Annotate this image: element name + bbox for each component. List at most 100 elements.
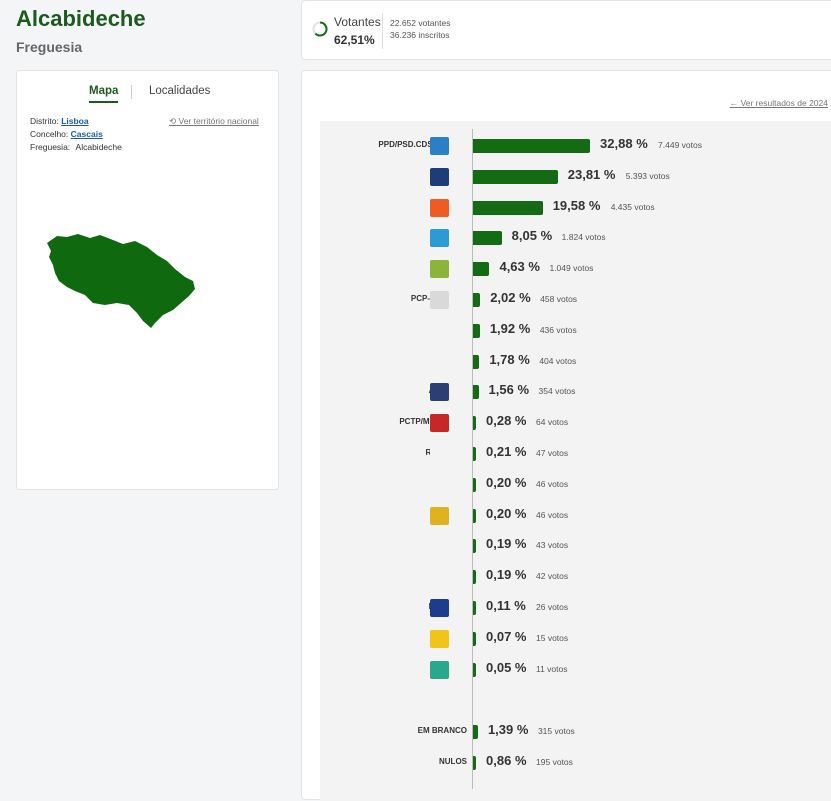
chart-axis	[472, 129, 473, 789]
parish-label: Freguesia:	[30, 142, 71, 152]
jpp-logo	[430, 660, 449, 679]
result-percentage: 0,11 %	[486, 598, 526, 613]
result-percentage: 0,05 %	[486, 659, 527, 675]
party-label: NULOS	[439, 756, 467, 766]
result-votes: 46 votos	[536, 509, 569, 520]
result-votes: 458 votos	[540, 294, 578, 304]
result-votes: 43 votos	[536, 540, 569, 551]
adn-logo	[430, 383, 449, 402]
turnout-card: Votantes 62,51% 22.652 votantes 36.236 i…	[301, 0, 831, 60]
result-bar	[473, 755, 477, 770]
nd-logo	[430, 475, 449, 494]
ps-logo	[430, 198, 449, 217]
party-label: PCP-PEV	[410, 294, 446, 303]
result-votes: 42 votos	[536, 571, 569, 582]
result-percentage: 23,81 %	[567, 166, 616, 182]
result-row: JPP0,05 %11 votos	[320, 659, 831, 681]
result-percentage: 19,58 %	[552, 197, 601, 213]
parish-map[interactable]	[45, 231, 197, 329]
result-row: ND0,20 %46 votos	[320, 474, 831, 496]
result-votes: 11 votos	[536, 663, 568, 674]
result-bar	[473, 570, 476, 585]
result-percentage: 1,56 %	[488, 382, 530, 398]
district-link[interactable]: Lisboa	[61, 116, 89, 126]
result-bar	[473, 262, 490, 277]
result-percentage: 0,19 %	[486, 536, 527, 552]
result-percentage: 32,88 %	[600, 136, 648, 151]
result-votes: 64 votos	[536, 417, 569, 428]
result-bar	[473, 293, 481, 307]
result-bar	[473, 477, 476, 492]
livre-logo	[430, 260, 449, 279]
turnout-value: 62,51%	[334, 33, 375, 47]
result-bar	[473, 354, 480, 369]
result-percentage: 0,86 %	[486, 752, 527, 768]
result-votes: 354 votos	[538, 386, 576, 397]
voters-count: 22.652 votantes	[390, 18, 451, 28]
result-row: VP0,19 %42 votos	[320, 566, 831, 588]
result-row: NC0,07 %15 votos	[320, 628, 831, 650]
result-row: PCTP/MRPP 0,28 % 64 votos	[320, 412, 831, 434]
ad-logo	[430, 137, 449, 155]
national-territory-link[interactable]: ⟲ Ver território nacional	[169, 116, 259, 127]
map-card: Mapa Localidades Distrito: Lisboa Concel…	[16, 70, 279, 490]
municipality-label: Concelho:	[30, 129, 69, 139]
municipality-link[interactable]: Cascais	[70, 129, 103, 139]
cdu-logo	[430, 291, 449, 309]
result-row: IL8,05 %1.824 votos	[320, 227, 831, 249]
result-row: PAN1,78 %404 votos	[320, 351, 831, 373]
result-bar	[473, 200, 543, 215]
results-card: ← Ver resultados de 2024 PPD/PSD.CDS-PP 3…	[301, 70, 831, 801]
result-percentage: 0,28 %	[486, 413, 527, 429]
result-bar	[473, 508, 476, 523]
result-votes: 5.393 votos	[625, 170, 670, 181]
result-percentage: 0,21 %	[486, 444, 527, 459]
result-row: PLS0,20 %46 votos	[320, 505, 831, 527]
result-percentage: 1,92 %	[489, 320, 531, 336]
registered-count: 36.236 inscritos	[390, 30, 450, 40]
nc-logo	[430, 629, 449, 648]
chega-logo	[430, 167, 449, 186]
result-bar	[473, 631, 476, 646]
volt-logo	[430, 568, 449, 587]
party-label: PPD/PSD.CDS-PP	[378, 140, 446, 149]
municipality-row: Concelho: Cascais	[30, 129, 103, 139]
result-percentage: 0,20 %	[486, 474, 527, 490]
result-percentage: 4,63 %	[499, 259, 540, 275]
result-bar	[473, 323, 480, 338]
district-label: Distrito:	[30, 116, 59, 126]
result-bar	[473, 169, 558, 184]
result-percentage: 1,39 %	[487, 721, 529, 737]
result-votes: 4.435 votos	[610, 201, 655, 212]
result-bar	[473, 231, 502, 246]
result-row: NULOS 0,86 % 195 votos	[320, 752, 831, 774]
ppm-logo	[430, 599, 449, 617]
tab-localities[interactable]: Localidades	[149, 85, 211, 97]
result-bar	[473, 139, 591, 153]
result-row: B.E.1,92 %436 votos	[320, 320, 831, 342]
result-votes: 15 votos	[536, 632, 569, 643]
result-percentage: 1,78 %	[489, 351, 530, 367]
previous-results-link[interactable]: ← Ver resultados de 2024	[730, 98, 828, 108]
result-votes: 46 votos	[536, 478, 569, 489]
result-row: PPD/PSD.CDS-PP 32,88 % 7.449 votos	[320, 135, 831, 157]
parish-row: Freguesia: Alcabideche	[30, 142, 122, 152]
tab-map[interactable]: Mapa	[89, 85, 119, 103]
result-votes: 195 votos	[536, 756, 573, 767]
result-votes: 7.449 votos	[658, 140, 702, 150]
rir-logo	[430, 445, 449, 463]
result-bar	[473, 416, 476, 431]
result-row: E0,19 %43 votos	[320, 535, 831, 557]
result-row: PCP-PEV 2,02 % 458 votos	[320, 289, 831, 311]
tab-divider	[131, 85, 132, 99]
result-percentage: 8,05 %	[511, 228, 553, 244]
result-percentage: 0,19 %	[486, 567, 527, 583]
il-logo	[430, 229, 449, 248]
result-votes: 404 votos	[539, 355, 577, 366]
previous-results-label: Ver resultados de 2024	[740, 98, 828, 108]
be-logo	[430, 321, 449, 340]
party-label: PCTP/MRPP	[399, 417, 446, 427]
result-bar	[473, 385, 479, 400]
result-votes: 1.824 votos	[561, 232, 606, 243]
